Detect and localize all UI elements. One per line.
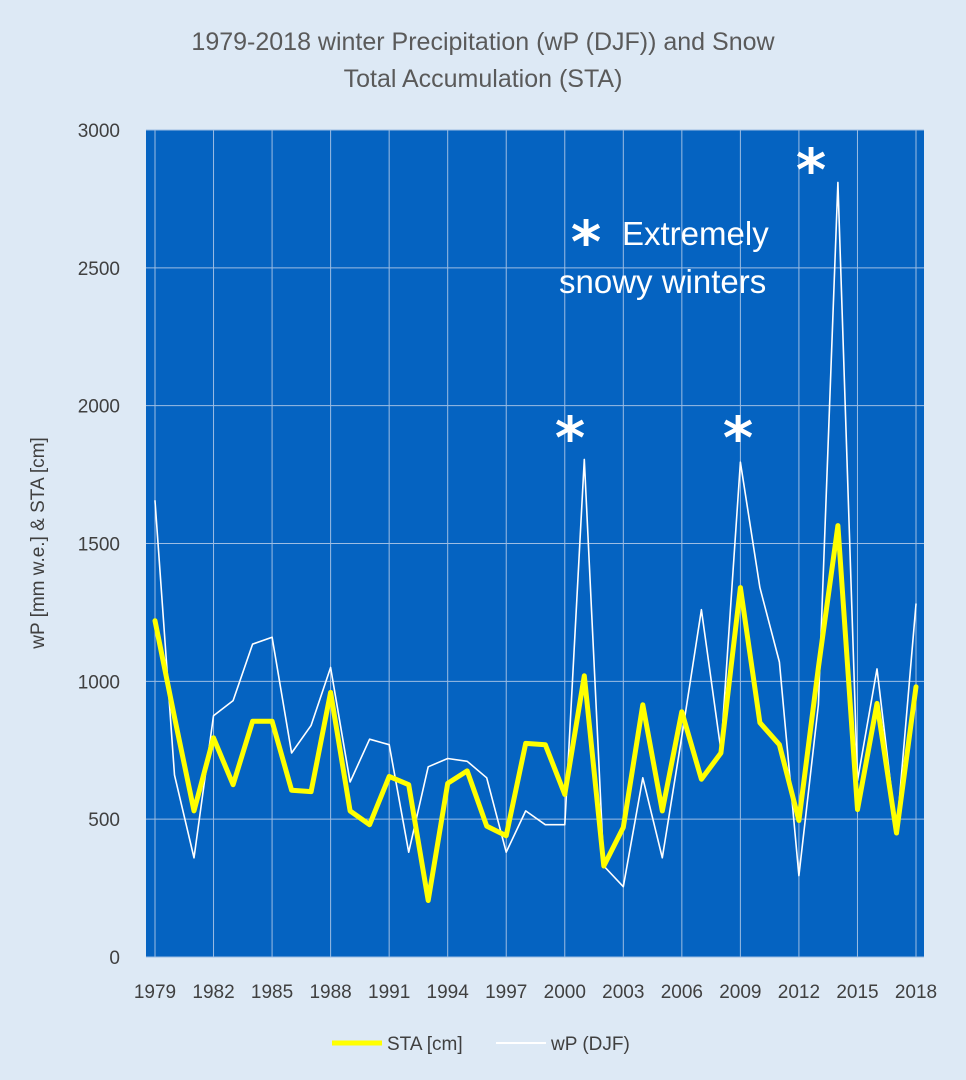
x-tick-label-1994: 1994 [427,982,470,1003]
y-tick-label-1000: 1000 [78,672,120,693]
annotation-legend-star: * [571,208,601,276]
x-tick-label-2018: 2018 [895,982,937,1003]
annotation-label-line-2: snowy winters [559,263,766,300]
x-tick-label-2006: 2006 [661,982,703,1003]
x-tick-label-1997: 1997 [485,982,527,1003]
x-tick-label-2003: 2003 [602,982,644,1003]
x-tick-label-2009: 2009 [719,982,761,1003]
y-tick-label-2000: 2000 [78,397,120,418]
x-tick-label-1985: 1985 [251,982,293,1003]
y-tick-label-0: 0 [109,948,120,969]
x-tick-label-1991: 1991 [368,982,410,1003]
annotation-star-2013: * [796,136,826,204]
annotation-star-2001: * [555,404,585,472]
series-line-sta [152,523,919,903]
y-tick-labels: 0 500 1000 1500 2000 2500 3000 [78,121,120,969]
x-tick-label-2000: 2000 [544,982,586,1003]
y-tick-label-1500: 1500 [78,535,120,556]
x-tick-label-2015: 2015 [836,982,878,1003]
chart-title-line-1: 1979-2018 winter Precipitation (wP (DJF)… [191,28,775,56]
annotation-layer: * Extremely snowy winters * * * [555,136,826,472]
legend: STA [cm] wP (DJF) [332,1034,630,1055]
annotation-star-2009: * [723,404,753,472]
y-tick-label-2500: 2500 [78,259,120,280]
series-layer [152,181,919,903]
y-axis-title: wP [mm w.e.] & STA [cm] [28,437,49,650]
annotation-label-line-1: Extremely [622,215,769,252]
x-tick-labels: 1979 1982 1985 1988 1991 1994 1997 2000 2003 2006… [134,982,937,1003]
y-tick-label-500: 500 [88,810,120,831]
series-line-wp [154,181,917,888]
x-tick-label-2012: 2012 [778,982,820,1003]
x-tick-label-1979: 1979 [134,982,176,1003]
y-tick-label-3000: 3000 [78,121,120,142]
legend-label-wp: wP (DJF) [550,1034,630,1055]
x-tick-label-1988: 1988 [309,982,351,1003]
legend-label-sta: STA [cm] [387,1034,463,1055]
x-tick-label-1982: 1982 [192,982,234,1003]
chart-title-line-2: Total Accumulation (STA) [344,65,623,93]
